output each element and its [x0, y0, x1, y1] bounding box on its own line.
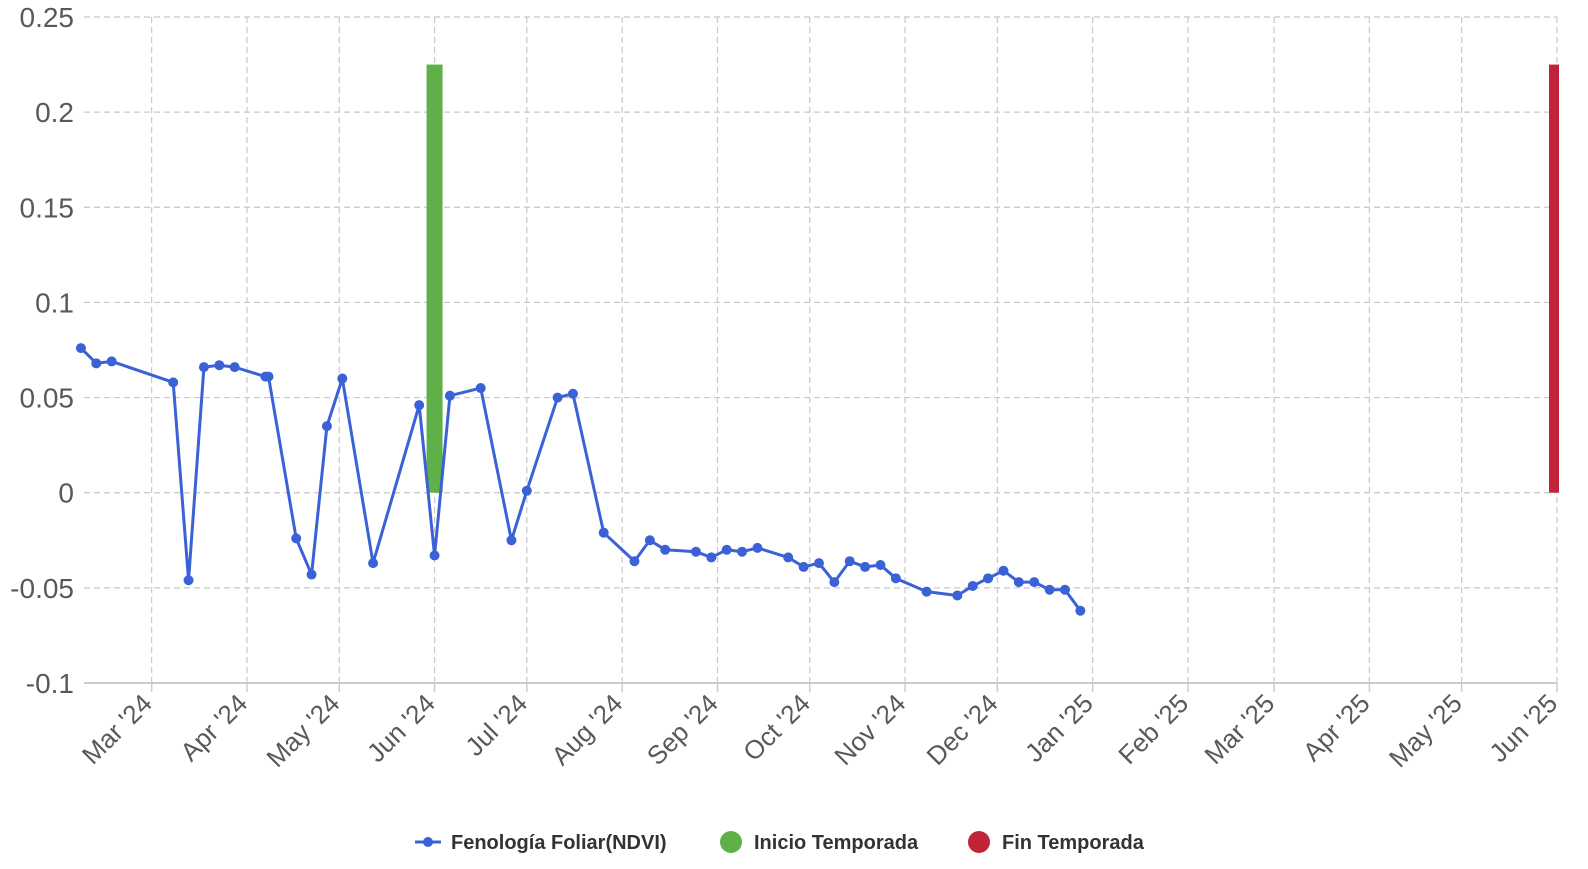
ndvi-data-point [967, 580, 978, 591]
ndvi-data-point [106, 356, 117, 367]
ndvi-data-point [306, 569, 317, 580]
ndvi-data-point [783, 552, 794, 563]
ndvi-data-point [1029, 577, 1040, 588]
ndvi-data-point [721, 544, 732, 555]
x-tick-label: Dec '24 [921, 688, 1004, 771]
ndvi-data-point [829, 577, 840, 588]
legend-marker [423, 837, 433, 847]
ndvi-data-point [798, 561, 809, 572]
ndvi-data-point [998, 565, 1009, 576]
season-start-bar [426, 64, 443, 493]
ndvi-data-point [1013, 577, 1024, 588]
ndvi-data-point [75, 343, 86, 354]
ndvi-data-point [198, 362, 209, 373]
legend-marker [968, 831, 990, 853]
ndvi-data-point [813, 558, 824, 569]
ndvi-data-point [706, 552, 717, 563]
ndvi-data-point [521, 485, 532, 496]
ndvi-data-point [1044, 584, 1055, 595]
ndvi-data-point [1059, 584, 1070, 595]
ndvi-data-point [598, 527, 609, 538]
x-tick-label: Aug '24 [545, 688, 628, 771]
y-tick-label: 0.25 [20, 2, 75, 33]
ndvi-series-line [79, 347, 1082, 612]
ndvi-data-point [321, 421, 332, 432]
ndvi-data-point [91, 358, 102, 369]
ndvi-data-point [921, 586, 932, 597]
x-tick-label: Feb '25 [1112, 688, 1194, 770]
x-tick-label: May '24 [260, 688, 345, 773]
y-tick-label: -0.1 [26, 668, 74, 699]
x-tick-label: Jun '25 [1483, 688, 1563, 768]
legend-label: Fin Temporada [1002, 832, 1145, 854]
legend-label: Fenología Foliar(NDVI) [451, 832, 667, 854]
ndvi-data-point [168, 377, 179, 388]
x-tick-label: May '25 [1383, 688, 1468, 773]
y-tick-label: -0.05 [10, 573, 74, 604]
x-tick-label: Apr '25 [1297, 688, 1376, 767]
season-end-bar [1549, 64, 1559, 493]
ndvi-data-point [737, 546, 748, 557]
ndvi-data-point [429, 550, 440, 561]
x-tick-label: Nov '24 [828, 688, 911, 771]
ndvi-data-point [690, 546, 701, 557]
ndvi-data-point [263, 371, 274, 382]
ndvi-data-point [629, 556, 640, 567]
x-tick-label: Apr '24 [174, 688, 253, 767]
ndvi-data-point [552, 392, 563, 403]
x-tick-label: Jan '25 [1019, 688, 1099, 768]
legend-marker [720, 831, 742, 853]
x-tick-label: Mar '24 [76, 688, 158, 770]
x-tick-label: Oct '24 [737, 688, 816, 767]
ndvi-data-point [952, 590, 963, 601]
legend-label: Inicio Temporada [754, 832, 919, 854]
ndvi-data-point [183, 575, 194, 586]
ndvi-data-point [752, 542, 763, 553]
ndvi-data-point [444, 390, 455, 401]
x-tick-label: Sep '24 [641, 688, 724, 771]
ndvi-data-point [368, 558, 379, 569]
ndvi-data-point [414, 400, 425, 411]
ndvi-data-point [890, 573, 901, 584]
ndvi-data-point [844, 556, 855, 567]
ndvi-data-point [875, 560, 886, 571]
y-tick-label: 0.2 [35, 97, 74, 128]
ndvi-data-point [214, 360, 225, 371]
ndvi-data-point [660, 544, 671, 555]
ndvi-data-point [1075, 605, 1086, 616]
legend: Fenología Foliar(NDVI) Inicio Temporada Fi… [415, 831, 1145, 854]
x-tick-label: Jun '24 [361, 688, 441, 768]
y-tick-label: 0.05 [20, 383, 75, 414]
ndvi-data-point [644, 535, 655, 546]
x-tick-label: Mar '25 [1198, 688, 1280, 770]
y-tick-label: 0.15 [20, 192, 75, 223]
y-tick-label: 0.1 [35, 287, 74, 318]
ndvi-data-point [567, 388, 578, 399]
y-tick-label: 0 [58, 478, 74, 509]
ndvi-data-point [983, 573, 994, 584]
ndvi-data-point [291, 533, 302, 544]
ndvi-data-point [475, 383, 486, 394]
ndvi-data-point [506, 535, 517, 546]
ndvi-data-point [860, 561, 871, 572]
ndvi-data-point [337, 373, 348, 384]
x-tick-label: Jul '24 [459, 688, 533, 762]
ndvi-data-point [229, 362, 240, 373]
